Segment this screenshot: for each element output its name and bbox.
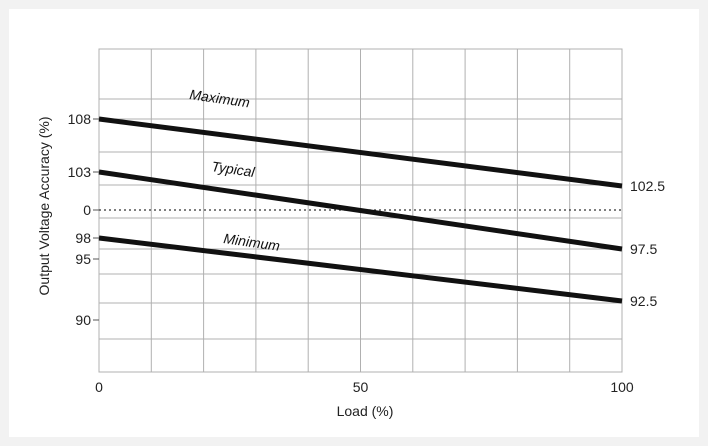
x-tick-label: 0 [95, 379, 103, 395]
series-label-maximum: Maximum [189, 86, 252, 110]
end-value-label: 102.5 [630, 178, 665, 194]
y-axis-ticks: 108 103 0 98 95 90 [68, 111, 99, 328]
end-value-label: 92.5 [630, 293, 657, 309]
x-axis-label: Load (%) [337, 403, 394, 419]
x-tick-label: 50 [353, 379, 369, 395]
end-value-label: 97.5 [630, 241, 657, 257]
chart-panel: 108 103 0 98 95 90 0 50 100 Maximum 102.5 Typical… [9, 9, 699, 437]
series-group: Maximum 102.5 Typical 97.5 Minimum 92.5 [98, 86, 665, 309]
y-tick-label: 95 [75, 251, 91, 267]
y-tick-label: 103 [68, 164, 92, 180]
series-label-minimum: Minimum [223, 230, 282, 254]
y-tick-label: 98 [75, 230, 91, 246]
series-line-maximum [98, 116, 623, 189]
y-tick-label: 0 [83, 202, 91, 218]
y-tick-label: 108 [68, 111, 92, 127]
x-axis-ticks: 0 50 100 [95, 379, 634, 395]
series-line-typical [98, 169, 623, 252]
x-tick-label: 100 [610, 379, 634, 395]
series-label-typical: Typical [211, 158, 257, 180]
line-chart: 108 103 0 98 95 90 0 50 100 Maximum 102.5 Typical… [36, 48, 665, 419]
y-tick-label: 90 [75, 312, 91, 328]
series-line-minimum [98, 235, 623, 304]
y-axis-label: Output Voltage Accuracy (%) [36, 117, 52, 296]
